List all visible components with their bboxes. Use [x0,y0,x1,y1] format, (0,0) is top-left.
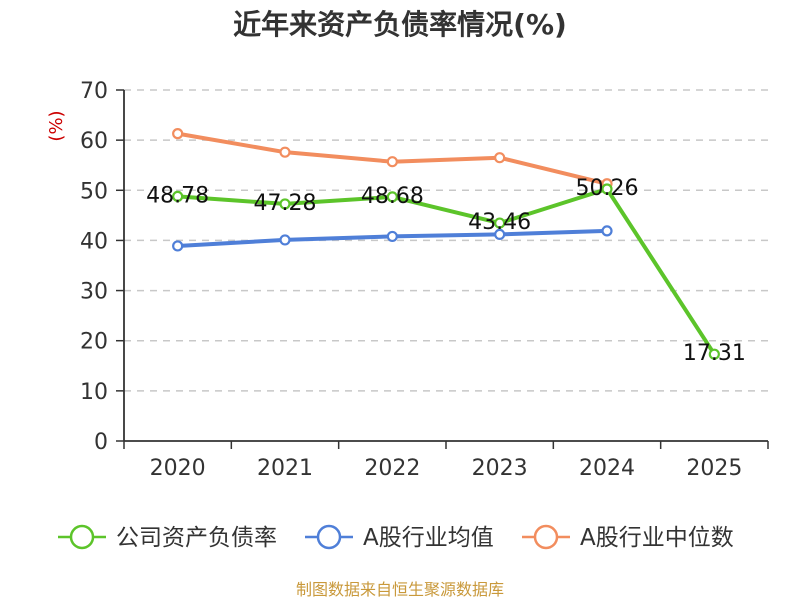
point-a-2021 [279,234,291,246]
y-tick-label-0: 0 [94,430,108,455]
x-tick-label-2021: 2021 [257,456,313,481]
x-tick-label-2023: 2023 [472,456,528,481]
legend-label-series-0: 公司资产负债率 [116,525,277,551]
point-a-2020 [172,240,184,252]
label-layer: 48.78 47.28 48.68 43.46 50.26 17.31 [146,176,746,366]
y-tick-label-50: 50 [80,179,108,204]
data-label-2024: 50.26 [576,176,639,201]
point-a-2024 [601,225,613,237]
point-series-0-2024 [601,183,613,195]
point-a-2023 [494,228,506,241]
data-label-2021: 47.28 [254,191,317,216]
legend-item-series-0: 公司资产负债率 [58,524,277,551]
point-series-0-2020 [172,190,184,203]
legend-marker-series-0 [69,524,95,550]
x-tick-label-2022: 2022 [364,456,420,481]
series-layer [172,128,720,360]
legend-label-a: A股行业中位数 [580,525,734,551]
point-series-0-2021 [279,198,291,210]
legend-item-a: A股行业均值 [305,524,494,551]
grid-layer [124,89,768,392]
y-tick-label-70: 70 [80,79,108,104]
y-tick-label-30: 30 [80,280,108,305]
legend-marker-a [533,524,559,550]
y-tick-label-10: 10 [80,380,108,405]
data-label-2023: 43.46 [468,210,531,235]
point-a-2023 [494,152,506,164]
legend-layer: 公司资产负债率 A股行业均值 A股行业中位数 [58,524,734,551]
axis-layer: 0 10 20 30 40 50 60 70 2020 2021 2022 2023 2024 2025 [80,79,769,481]
x-tick-label-2024: 2024 [579,456,635,481]
point-series-0-2023 [494,217,506,229]
point-series-0-2025 [708,348,720,360]
point-a-2021 [279,146,291,158]
source-label: 制图数据来自恒生聚源数据库 [296,580,504,599]
y-tick-label-20: 20 [80,330,108,355]
data-label-2025: 17.31 [683,341,746,366]
point-a-2022 [386,230,398,243]
point-a-2022 [386,156,398,168]
y-tick-label-40: 40 [80,229,108,254]
y-axis-unit-label: (%) [46,110,67,141]
series-line-series-0 [175,186,717,357]
legend-marker-a [316,524,342,550]
chart-title: 近年来资产负债率情况(%) [233,8,567,41]
y-tick-label-60: 60 [80,129,108,154]
legend-item-a: A股行业中位数 [522,524,734,551]
legend-label-a: A股行业均值 [363,525,494,551]
point-a-2020 [172,128,184,140]
data-label-2020: 48.78 [146,183,209,208]
x-tick-label-2020: 2020 [150,456,206,481]
point-series-0-2022 [386,191,398,203]
x-tick-label-2025: 2025 [686,456,742,481]
data-label-2022: 48.68 [361,184,424,209]
